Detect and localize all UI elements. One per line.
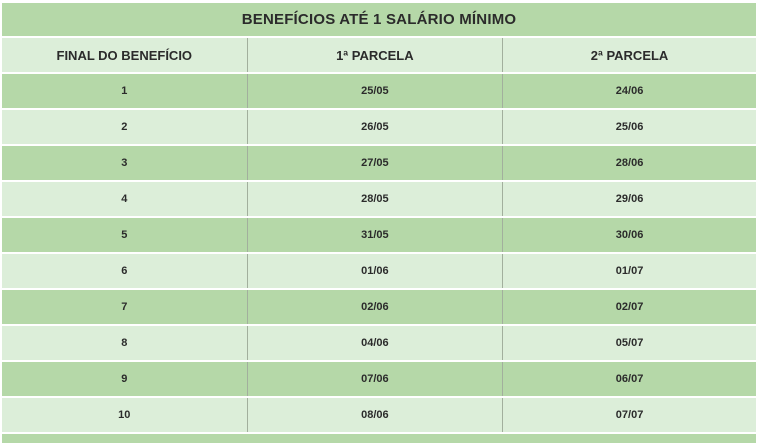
cell-primeira-parcela: 25/05 <box>247 73 504 110</box>
cropped-next-row-sliver <box>2 434 756 443</box>
cell-segunda-parcela: 29/06 <box>502 181 756 218</box>
cell-primeira-parcela: 08/06 <box>247 397 504 434</box>
cell-segunda-parcela: 30/06 <box>502 217 756 254</box>
table-title: BENEFÍCIOS ATÉ 1 SALÁRIO MÍNIMO <box>2 3 756 36</box>
cell-primeira-parcela: 04/06 <box>247 325 504 362</box>
cell-segunda-parcela: 06/07 <box>502 361 756 398</box>
cell-segunda-parcela: 02/07 <box>502 289 756 326</box>
cell-final-do-beneficio: 5 <box>2 217 248 254</box>
table-row: 2 26/05 25/06 <box>2 109 756 146</box>
cell-final-do-beneficio: 7 <box>2 289 248 326</box>
table-row: 6 01/06 01/07 <box>2 253 756 290</box>
cell-segunda-parcela: 24/06 <box>502 73 756 110</box>
table-row: 5 31/05 30/06 <box>2 217 756 254</box>
column-header-segunda-parcela: 2ª PARCELA <box>502 38 756 74</box>
cell-final-do-beneficio: 10 <box>2 397 248 434</box>
cell-final-do-beneficio: 2 <box>2 109 248 146</box>
table-row: 10 08/06 07/07 <box>2 397 756 434</box>
cell-final-do-beneficio: 6 <box>2 253 248 290</box>
table-row: 8 04/06 05/07 <box>2 325 756 362</box>
cell-primeira-parcela: 02/06 <box>247 289 504 326</box>
cell-final-do-beneficio: 3 <box>2 145 248 182</box>
table-header: FINAL DO BENEFÍCIO 1ª PARCELA 2ª PARCELA <box>2 38 756 74</box>
cell-segunda-parcela: 28/06 <box>502 145 756 182</box>
cell-final-do-beneficio: 9 <box>2 361 248 398</box>
table-row: 3 27/05 28/06 <box>2 145 756 182</box>
cell-primeira-parcela: 26/05 <box>247 109 504 146</box>
column-header-final-do-beneficio: FINAL DO BENEFÍCIO <box>2 38 248 74</box>
benefits-table: FINAL DO BENEFÍCIO 1ª PARCELA 2ª PARCELA… <box>2 38 756 434</box>
cell-primeira-parcela: 31/05 <box>247 217 504 254</box>
inss-payment-calendar: BENEFÍCIOS ATÉ 1 SALÁRIO MÍNIMO FINAL DO… <box>2 3 756 443</box>
cell-segunda-parcela: 01/07 <box>502 253 756 290</box>
cell-primeira-parcela: 01/06 <box>247 253 504 290</box>
table-row: 4 28/05 29/06 <box>2 181 756 218</box>
cell-final-do-beneficio: 8 <box>2 325 248 362</box>
table-body: 1 25/05 24/06 2 26/05 25/06 3 27/05 28/0… <box>2 73 756 434</box>
cell-final-do-beneficio: 1 <box>2 73 248 110</box>
cell-final-do-beneficio: 4 <box>2 181 248 218</box>
cell-segunda-parcela: 07/07 <box>502 397 756 434</box>
table-row: 1 25/05 24/06 <box>2 73 756 110</box>
table-row: 9 07/06 06/07 <box>2 361 756 398</box>
table-row: 7 02/06 02/07 <box>2 289 756 326</box>
cell-primeira-parcela: 27/05 <box>247 145 504 182</box>
cell-primeira-parcela: 28/05 <box>247 181 504 218</box>
column-header-primeira-parcela: 1ª PARCELA <box>247 38 504 74</box>
cell-segunda-parcela: 25/06 <box>502 109 756 146</box>
cell-primeira-parcela: 07/06 <box>247 361 504 398</box>
header-row: FINAL DO BENEFÍCIO 1ª PARCELA 2ª PARCELA <box>2 38 756 74</box>
cell-segunda-parcela: 05/07 <box>502 325 756 362</box>
